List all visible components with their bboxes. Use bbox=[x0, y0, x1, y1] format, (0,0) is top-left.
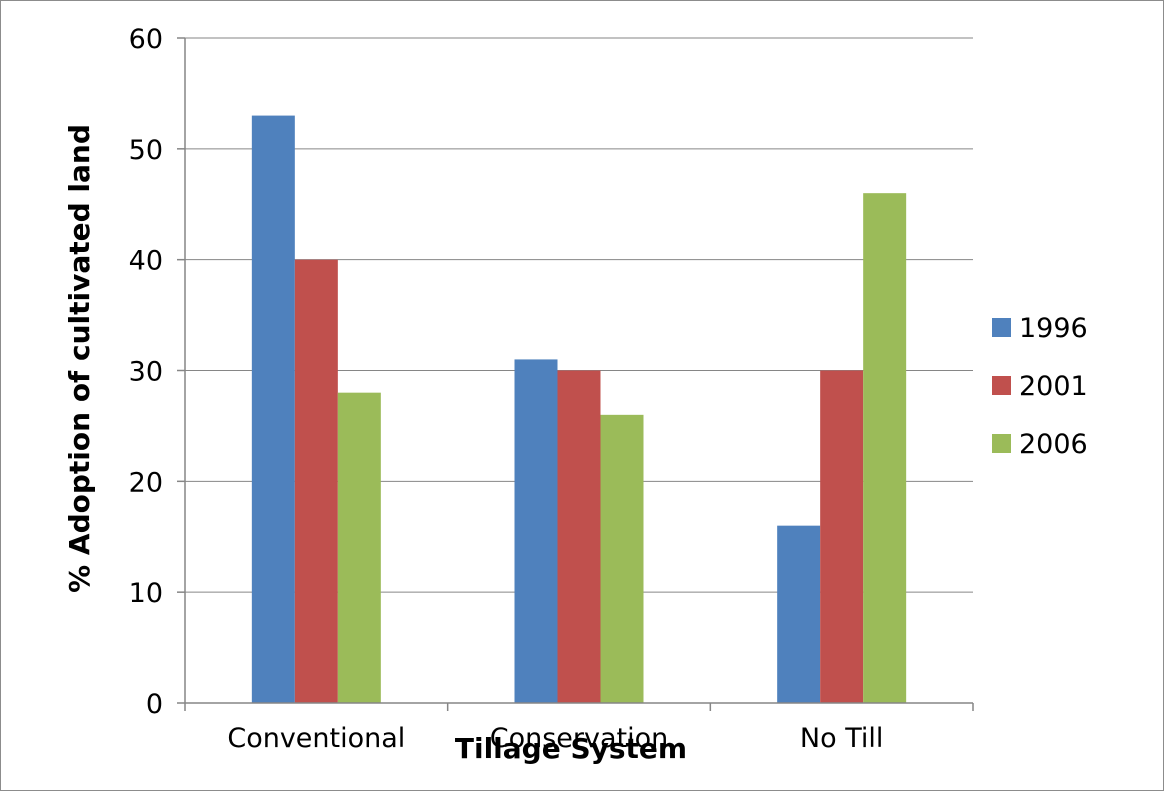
legend: 1996 2001 2006 bbox=[992, 313, 1088, 460]
x-tick-label: Conventional bbox=[227, 723, 405, 754]
bar-1996-no-till bbox=[777, 525, 821, 703]
y-axis-title: % Adoption of cultivated land bbox=[63, 124, 96, 593]
y-tick-label: 50 bbox=[129, 135, 163, 166]
y-tick-label: 40 bbox=[129, 246, 163, 277]
y-tick-label: 60 bbox=[129, 24, 163, 55]
bar-2006-conventional bbox=[337, 392, 381, 703]
x-tick-label: Conservation bbox=[490, 723, 669, 754]
legend-label-1996: 1996 bbox=[1019, 313, 1088, 344]
y-tick-label: 10 bbox=[129, 578, 163, 609]
legend-swatch-1996 bbox=[992, 318, 1011, 337]
bar-2006-conservation bbox=[600, 414, 644, 703]
axes bbox=[184, 38, 973, 704]
legend-swatch-2006 bbox=[992, 434, 1011, 453]
bar-1996-conservation bbox=[514, 359, 558, 703]
y-tick-label: 0 bbox=[146, 689, 163, 720]
bar-2001-conservation bbox=[557, 370, 601, 703]
tick-labels: 0 10 20 30 40 50 60 Conventional Conservation No … bbox=[129, 24, 884, 754]
legend-swatch-2001 bbox=[992, 376, 1011, 395]
y-tick-label: 30 bbox=[129, 357, 163, 388]
legend-label-2006: 2006 bbox=[1019, 429, 1088, 460]
bar-2001-no-till bbox=[820, 370, 864, 703]
y-tick-label: 20 bbox=[129, 467, 163, 498]
bar-2001-conventional bbox=[294, 259, 338, 703]
bar-2006-no-till bbox=[863, 193, 907, 703]
x-axis-title: Tillage System bbox=[455, 732, 687, 765]
legend-label-2001: 2001 bbox=[1019, 371, 1088, 402]
bars bbox=[251, 115, 907, 704]
x-tick-label: No Till bbox=[800, 723, 883, 754]
bar-1996-conventional bbox=[251, 115, 295, 704]
